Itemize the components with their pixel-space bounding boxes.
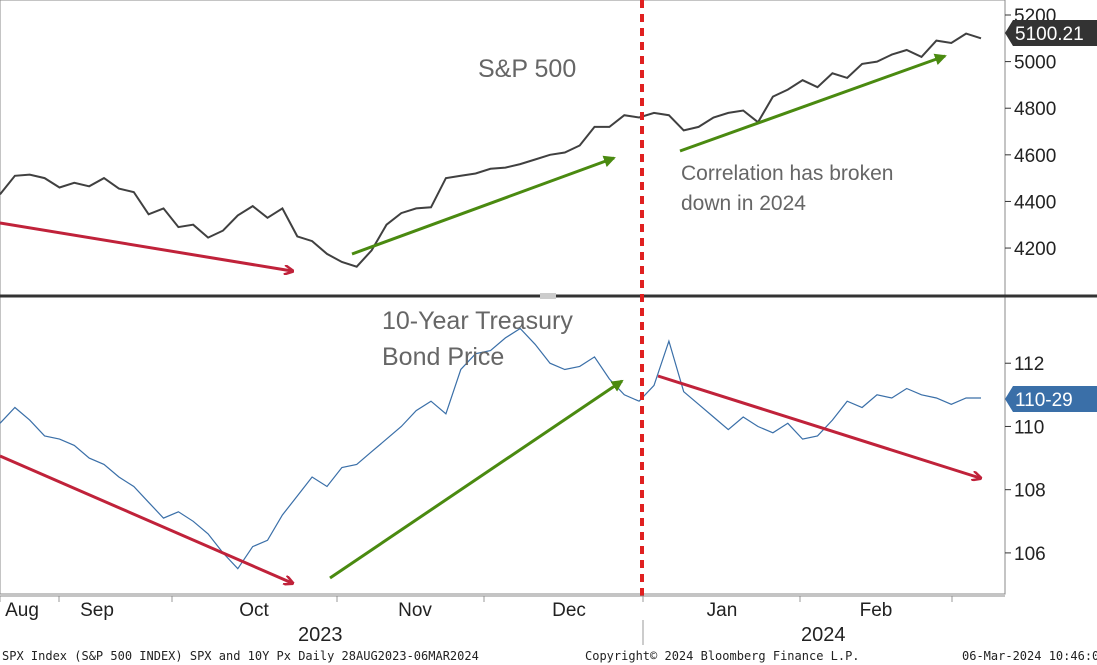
month-label: Feb bbox=[860, 600, 893, 621]
top-y-tick-label: 4400 bbox=[1014, 192, 1056, 213]
top-y-tick-label: 5000 bbox=[1014, 53, 1056, 74]
bottom-y-axis: 106 108 110 112 bbox=[1005, 354, 1046, 565]
sp500-last-value: 5100.21 bbox=[1015, 24, 1084, 45]
treasury-down-arrow-2023 bbox=[0, 454, 292, 583]
sp500-last-value-badge: 5100.21 bbox=[1005, 20, 1097, 46]
month-label: Nov bbox=[398, 600, 432, 621]
correlation-note-line2: down in 2024 bbox=[681, 192, 806, 215]
treasury-last-value: 110-29 bbox=[1015, 390, 1073, 411]
bottom-y-tick-label: 106 bbox=[1014, 544, 1046, 565]
top-panel-frame bbox=[0, 0, 1006, 297]
sp500-label: S&P 500 bbox=[478, 55, 576, 83]
month-label: Oct bbox=[239, 600, 269, 621]
treasury-series-line bbox=[0, 327, 981, 570]
year-label-2024: 2024 bbox=[801, 624, 846, 646]
treasury-up-arrow-2023 bbox=[329, 379, 624, 580]
sp500-up-arrow-2023 bbox=[351, 155, 616, 256]
correlation-note-line1: Correlation has broken bbox=[681, 162, 893, 185]
treasury-label-line2: Bond Price bbox=[382, 343, 504, 371]
top-y-tick-label: 4800 bbox=[1014, 99, 1056, 120]
month-label: Sep bbox=[80, 600, 114, 621]
year-label-2023: 2023 bbox=[298, 624, 343, 646]
bottom-y-tick-label: 112 bbox=[1014, 354, 1044, 375]
month-label: Jan bbox=[707, 600, 738, 621]
bottom-y-tick-label: 108 bbox=[1014, 481, 1046, 502]
month-label: Dec bbox=[552, 600, 586, 621]
sp500-up-arrow-2024 bbox=[679, 53, 947, 153]
sp500-series-line bbox=[0, 32, 982, 268]
footer-description: SPX Index (S&P 500 INDEX) SPX and 10Y Px… bbox=[2, 649, 479, 663]
panel-resize-handle[interactable] bbox=[540, 293, 556, 299]
month-tick-group bbox=[0, 596, 953, 602]
top-y-tick-label: 4200 bbox=[1014, 239, 1056, 260]
bottom-panel-frame bbox=[0, 296, 1006, 595]
treasury-down-arrow-2024 bbox=[657, 374, 980, 478]
month-label: Aug bbox=[5, 600, 39, 621]
top-y-tick-label: 4600 bbox=[1014, 146, 1056, 167]
footer-timestamp: 06-Mar-2024 10:46:06 bbox=[962, 649, 1097, 663]
footer-copyright: Copyright© 2024 Bloomberg Finance L.P. bbox=[585, 649, 860, 663]
sp500-down-arrow bbox=[0, 221, 292, 271]
month-labels: Aug Sep Oct Nov Dec Jan Feb bbox=[5, 600, 892, 621]
treasury-label-line1: 10-Year Treasury bbox=[382, 307, 573, 335]
treasury-last-value-badge: 110-29 bbox=[1005, 386, 1097, 412]
bottom-y-tick-label: 110 bbox=[1014, 417, 1044, 438]
